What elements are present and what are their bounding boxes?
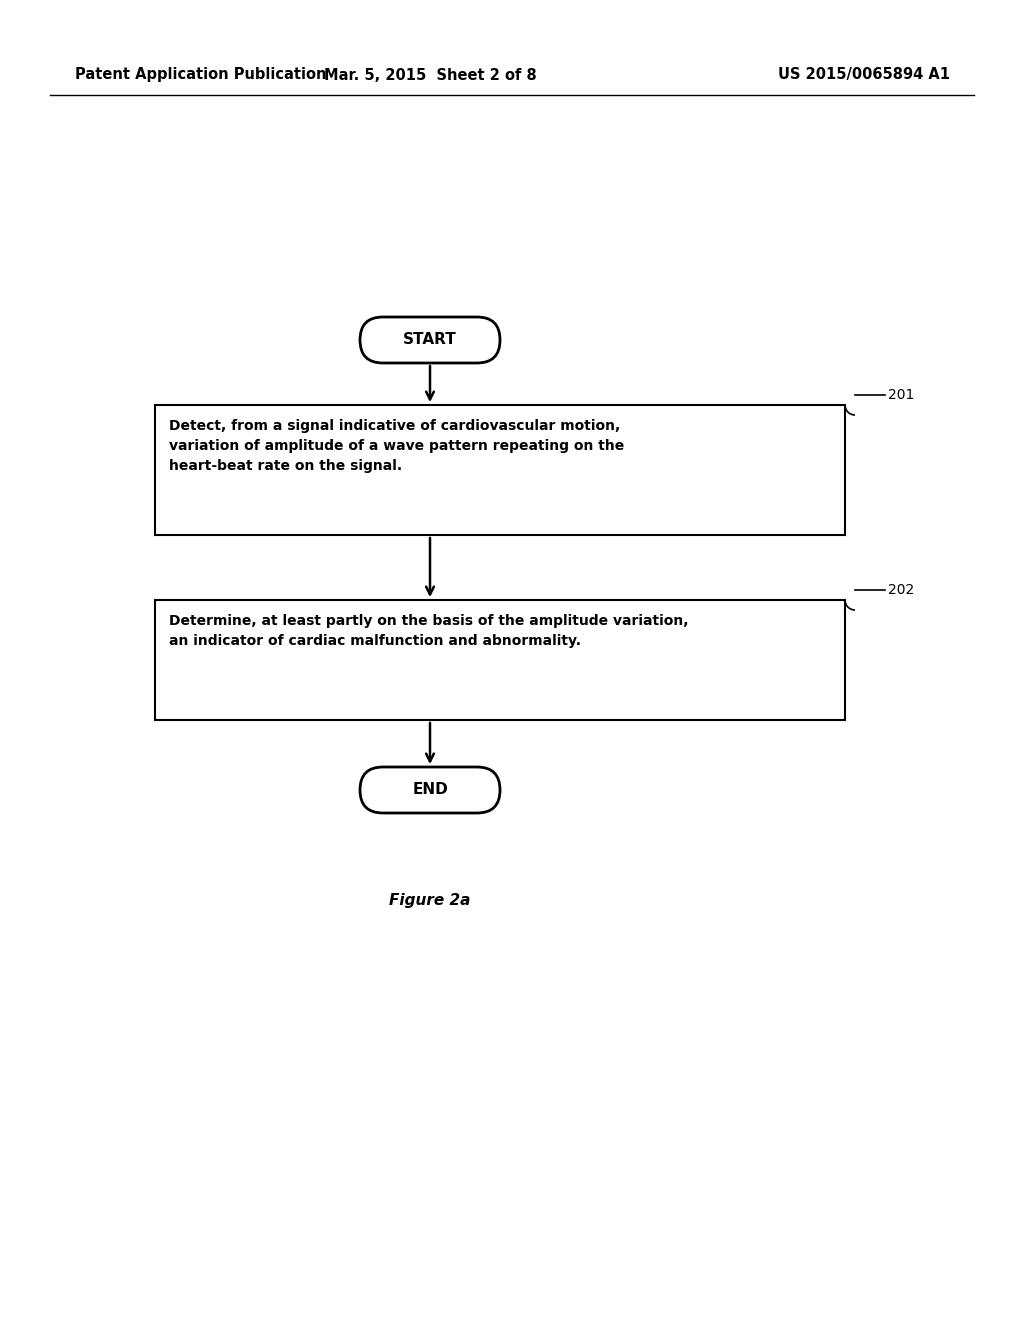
Bar bbox=[155, 601, 845, 719]
Text: Figure 2a: Figure 2a bbox=[389, 892, 471, 908]
Text: START: START bbox=[403, 333, 457, 347]
Text: Determine, at least partly on the basis of the amplitude variation,
an indicator: Determine, at least partly on the basis … bbox=[169, 614, 688, 648]
Text: Detect, from a signal indicative of cardiovascular motion,
variation of amplitud: Detect, from a signal indicative of card… bbox=[169, 418, 625, 473]
FancyBboxPatch shape bbox=[360, 317, 500, 363]
Text: US 2015/0065894 A1: US 2015/0065894 A1 bbox=[778, 67, 950, 82]
Text: Mar. 5, 2015  Sheet 2 of 8: Mar. 5, 2015 Sheet 2 of 8 bbox=[324, 67, 537, 82]
FancyBboxPatch shape bbox=[360, 767, 500, 813]
Text: Patent Application Publication: Patent Application Publication bbox=[75, 67, 327, 82]
Bar bbox=[155, 405, 845, 535]
Text: 202: 202 bbox=[888, 583, 914, 597]
Text: END: END bbox=[412, 783, 447, 797]
Text: 201: 201 bbox=[888, 388, 914, 403]
